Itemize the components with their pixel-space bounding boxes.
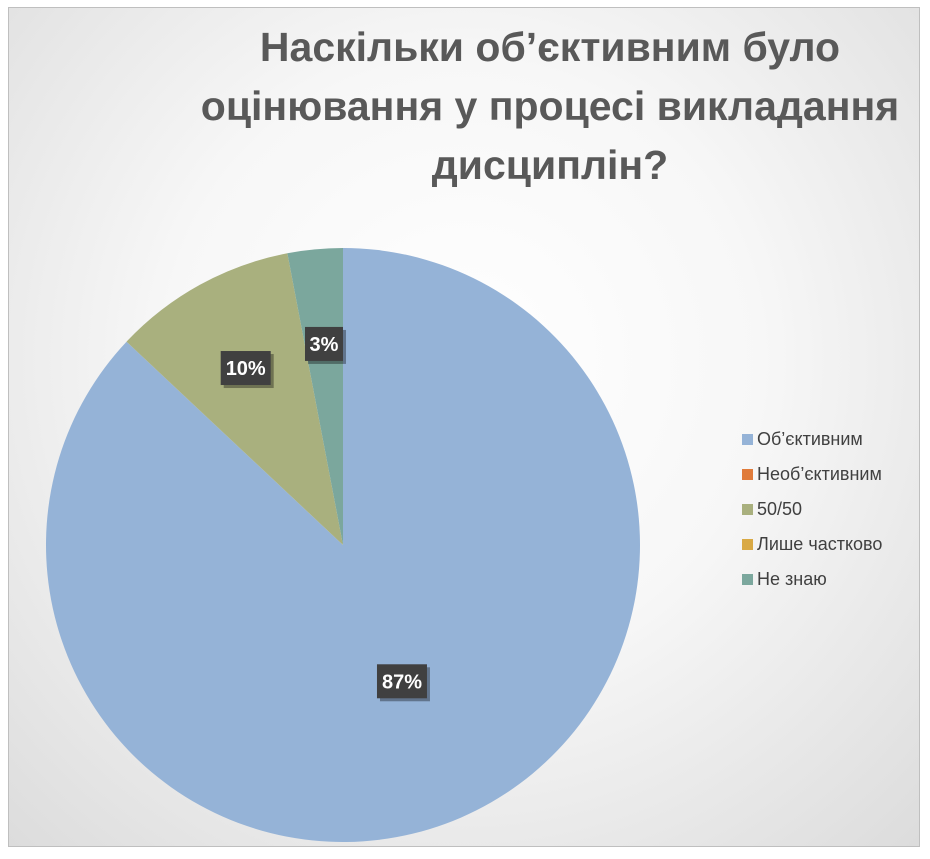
legend-swatch bbox=[742, 504, 753, 515]
chart-title: Наскільки об’єктивним було оцінювання у … bbox=[200, 24, 900, 188]
data-label-1: 87% bbox=[376, 664, 430, 702]
legend-item-5: Не знаю bbox=[742, 562, 882, 597]
legend-item-4: Лише частково bbox=[742, 527, 882, 562]
legend-label: Не знаю bbox=[757, 569, 827, 589]
legend-swatch bbox=[742, 539, 753, 550]
data-label-5: 3% bbox=[304, 326, 346, 364]
legend-label: Лише частково bbox=[757, 534, 883, 554]
svg-text:10%: 10% bbox=[226, 358, 266, 380]
legend-swatch bbox=[742, 434, 753, 445]
legend-swatch bbox=[742, 574, 753, 585]
legend: Об’єктивним Необ’єктивним 50/50 Лише частко… bbox=[742, 422, 882, 597]
svg-text:3%: 3% bbox=[310, 334, 339, 356]
legend-item-3: 50/50 bbox=[742, 492, 882, 527]
data-label-3: 10% bbox=[220, 351, 274, 389]
pie-slice-3 bbox=[126, 253, 344, 545]
legend-swatch bbox=[742, 469, 753, 480]
legend-item-1: Об’єктивним bbox=[742, 422, 882, 457]
legend-label: Необ’єктивним bbox=[757, 464, 882, 484]
legend-label: 50/50 bbox=[757, 499, 803, 519]
legend-item-2: Необ’єктивним bbox=[742, 457, 882, 492]
svg-text:87%: 87% bbox=[382, 671, 422, 693]
legend-label: Об’єктивним bbox=[757, 429, 863, 449]
pie-slice-1 bbox=[45, 248, 640, 843]
pie-slice-5 bbox=[287, 248, 343, 545]
